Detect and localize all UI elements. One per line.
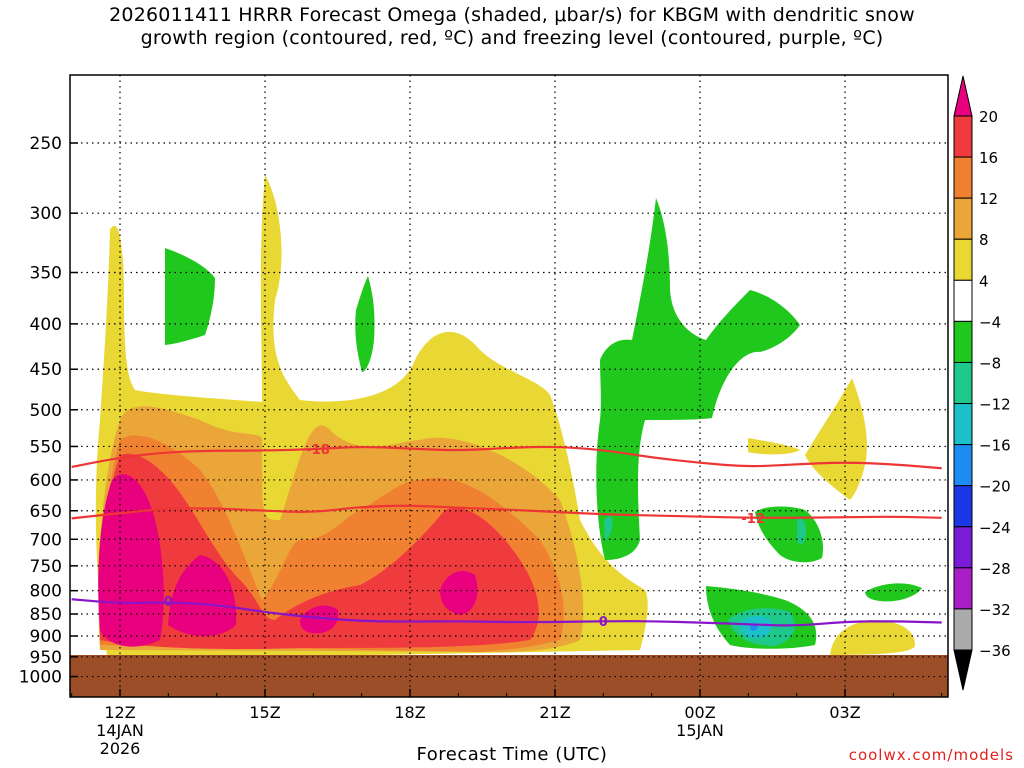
y-tick-label: 800 (30, 582, 62, 602)
contour--18 (71, 445, 942, 470)
colorbar-box (953, 320, 973, 363)
colorbar-label: −32 (979, 601, 1011, 619)
x-tick-label: 18Z (394, 703, 425, 722)
colorbar-label: −24 (979, 519, 1011, 537)
colorbar-label: −8 (979, 354, 1001, 372)
y-tick-label: 650 (30, 502, 62, 522)
colorbar-box (953, 238, 973, 281)
colorbar-box (953, 279, 973, 322)
title-line-2: growth region (contoured, red, ºC) and f… (140, 27, 884, 49)
contour-label: -12 (741, 512, 765, 527)
omega-neg-4d (755, 506, 824, 563)
plot-frame (69, 74, 949, 698)
x-tick-label: 15Z (249, 703, 280, 722)
colorbar-box (953, 403, 973, 446)
omega-band-4b (830, 620, 915, 655)
colorbar-box (953, 444, 973, 487)
y-tick-label: 250 (30, 134, 62, 154)
omega-neg-4f (865, 583, 922, 602)
colorbar-label: 20 (979, 108, 998, 126)
contour-labels: -18 -12 0 0 (164, 443, 765, 630)
colorbar-label: −4 (979, 313, 1001, 331)
omega-band-20c (300, 605, 339, 634)
colorbar-label: −28 (979, 560, 1011, 578)
y-tick-label: 850 (30, 605, 62, 625)
colorbar-box (953, 608, 973, 651)
y-tick-label: 450 (30, 360, 62, 380)
pressure-gridlines (70, 142, 948, 678)
colorbar-box (953, 197, 973, 240)
colorbar-box (953, 526, 973, 569)
colorbar-label: 4 (979, 272, 989, 290)
y-tick-label: 1000 (19, 668, 62, 688)
y-tick-label: 700 (30, 530, 62, 550)
y-tick-label: 350 (30, 263, 62, 283)
omega-band-20b (168, 555, 237, 637)
contour--12 (71, 504, 942, 520)
omega-neg-4a (165, 248, 215, 345)
colorbar-box (953, 156, 973, 199)
x-axis-title: Forecast Time (UTC) (416, 744, 608, 765)
ground-surface (70, 655, 948, 697)
contour-lines (71, 445, 942, 627)
colorbar-box (953, 361, 973, 405)
time-gridlines (119, 75, 846, 697)
colorbar-label: −20 (979, 478, 1011, 496)
colorbar-label: 8 (979, 231, 989, 249)
colorbar-label: −12 (979, 396, 1011, 414)
y-tick-label: 500 (30, 401, 62, 421)
contour-label: 0 (164, 595, 173, 610)
y-tick-label: 900 (30, 627, 62, 647)
x-tick-date: 14JAN (96, 721, 144, 740)
y-axis: 2503003504004505005506006507007508008509… (19, 134, 78, 688)
omega-neg-4c (596, 198, 800, 560)
colorbar-label: −16 (979, 437, 1011, 455)
title-line-1: 2026011411 HRRR Forecast Omega (shaded, … (109, 4, 915, 26)
colorbar-label: 12 (979, 190, 998, 208)
x-tick-label: 12Z (104, 703, 135, 722)
contour-label: -18 (306, 443, 330, 458)
colorbar-label: −36 (979, 642, 1011, 660)
y-tick-label: 550 (30, 437, 62, 457)
y-tick-label: 750 (30, 557, 62, 577)
colorbar: 20 16 12 8 4 −4 −8 −12 −16 −20 −24 −28 −32 −36 (953, 75, 1011, 691)
colorbar-box (953, 567, 973, 610)
omega-neg-8b (604, 516, 613, 540)
x-tick-year: 2026 (100, 739, 141, 758)
y-tick-label: 400 (30, 315, 62, 335)
chart-title: 2026011411 HRRR Forecast Omega (shaded, … (0, 4, 1024, 50)
omega-shading (95, 175, 922, 660)
credit-text: coolwx.com/models (848, 746, 1014, 764)
x-tick-date: 15JAN (676, 721, 724, 740)
x-tick-label: 03Z (829, 703, 860, 722)
colorbar-bottom-triangle (953, 649, 973, 691)
colorbar-box (953, 485, 973, 528)
contour-0 (71, 598, 942, 627)
colorbar-top-triangle (953, 75, 973, 117)
y-tick-label: 950 (30, 648, 62, 668)
colorbar-box (953, 115, 973, 158)
colorbar-label: 16 (979, 149, 998, 167)
x-tick-label: 00Z (684, 703, 715, 722)
x-tick-label: 21Z (539, 703, 570, 722)
omega-band-20d (440, 570, 478, 615)
contour-label: 0 (599, 615, 608, 630)
y-tick-label: 600 (30, 471, 62, 491)
omega-neg-4b (355, 276, 375, 372)
y-tick-label: 300 (30, 204, 62, 224)
omega-neg-8c (797, 518, 806, 545)
omega-band-4c (805, 378, 867, 500)
